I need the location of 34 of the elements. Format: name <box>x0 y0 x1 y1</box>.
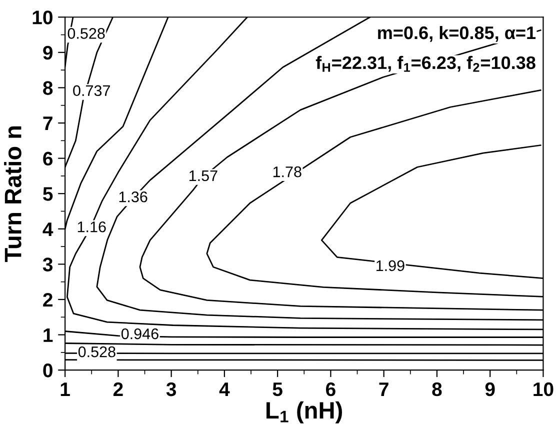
x-tick-label: 8 <box>432 382 442 396</box>
annotation: f$_{H}$=22.31, f$_{1}$=6.23, f$_{2}$=10.38 <box>316 56 536 72</box>
y-tick-label: 4 <box>42 222 54 236</box>
y-tick-label: 10 <box>32 10 52 24</box>
annotation: 1.78 <box>273 166 302 178</box>
x-tick-label: 1 <box>60 382 70 396</box>
y-tick-label: 1 <box>44 328 53 342</box>
annotation: 1.16 <box>78 221 106 232</box>
y-tick-label: 2 <box>43 292 52 307</box>
x-tick-label: 3 <box>166 382 176 396</box>
x-axis-title: L$_{1}$ (nH) <box>266 401 342 424</box>
x-tick-label: 5 <box>272 382 282 396</box>
y-tick-label: 9 <box>43 46 53 60</box>
annotation: 0.946 <box>121 328 158 340</box>
annotation: 1.36 <box>119 191 148 202</box>
annotation: 1.57 <box>189 170 218 182</box>
annotation: 0.528 <box>68 28 105 39</box>
x-tick-label: 9 <box>485 382 495 396</box>
x-tick-label: 4 <box>219 382 230 396</box>
y-tick-label: 5 <box>43 187 53 201</box>
y-tick-label: 7 <box>43 116 52 130</box>
annotation: 0.528 <box>78 346 116 358</box>
x-tick-label: 10 <box>534 382 554 396</box>
annotation: 0.737 <box>73 85 110 96</box>
y-tick-label: 8 <box>43 81 53 95</box>
y-axis-title: Turn Ratio n <box>4 126 22 262</box>
annotation: m=0.6, k=0.85, α=1 <box>378 26 536 42</box>
x-tick-label: 7 <box>379 382 388 396</box>
y-tick-label: 3 <box>42 258 53 272</box>
x-tick-label: 6 <box>326 382 336 396</box>
y-tick-label: 6 <box>43 152 53 166</box>
y-tick-label: 0 <box>43 364 52 378</box>
annotation: 1.99 <box>376 260 404 272</box>
x-tick-label: 2 <box>113 382 123 396</box>
